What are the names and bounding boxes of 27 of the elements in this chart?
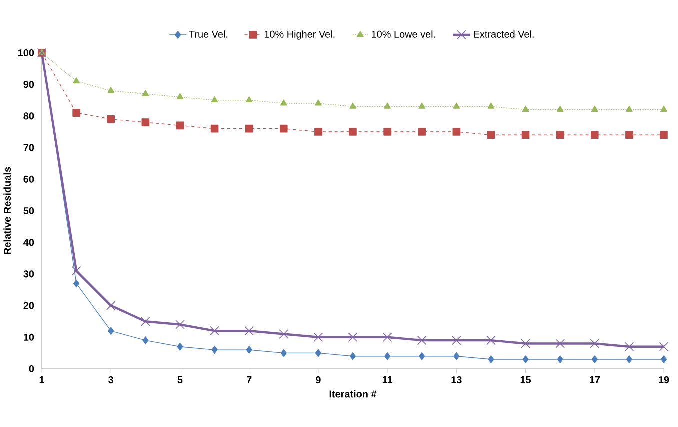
y-axis-title: Relative Residuals — [4, 167, 12, 254]
y-tick-label: 40 — [24, 239, 34, 246]
x-tick-label: 5 — [178, 376, 183, 384]
y-tick-label: 10 — [24, 334, 34, 341]
x-tick-label: 15 — [520, 376, 532, 384]
y-tick-label: 60 — [24, 176, 34, 183]
legend-label: Extracted Vel. — [474, 30, 534, 38]
x-tick-label: 7 — [246, 376, 252, 384]
legend-label: 10% Higher Vel. — [264, 30, 335, 40]
x-tick-label: 3 — [108, 376, 114, 384]
x-tick-label: 13 — [452, 376, 462, 384]
legend-label: 10% Lowe vel. — [372, 30, 436, 38]
y-tick-label: 90 — [24, 81, 34, 88]
y-tick-label: 100 — [18, 49, 34, 57]
legend-label: True Vel. — [189, 30, 228, 38]
y-tick-label: 0 — [29, 365, 34, 373]
x-tick-label: 1 — [40, 376, 44, 384]
y-tick-label: 20 — [24, 302, 34, 310]
x-tick-label: 9 — [316, 376, 321, 384]
x-tick-label: 11 — [382, 376, 393, 384]
y-tick-label: 30 — [24, 270, 34, 278]
x-axis-title: Iteration # — [330, 390, 377, 398]
y-tick-label: 70 — [24, 144, 34, 152]
y-tick-label: 80 — [24, 112, 34, 120]
y-tick-label: 50 — [24, 207, 34, 215]
x-tick-label: 19 — [659, 376, 670, 384]
x-tick-label: 17 — [590, 376, 600, 384]
